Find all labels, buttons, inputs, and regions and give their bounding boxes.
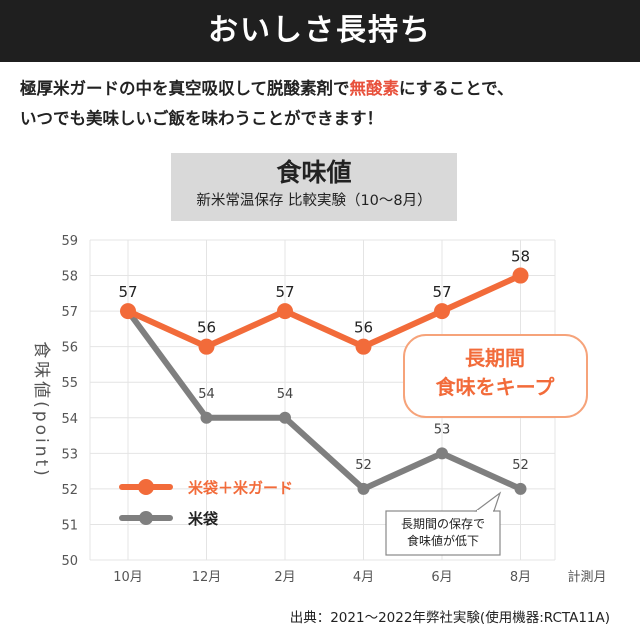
data-label: 57 [118,283,137,301]
source-note: 出典：2021～2022年弊社実験(使用機器:RCTA11A) [289,610,610,626]
y-tick-label: 57 [61,305,78,320]
data-point [120,303,136,320]
chart-title: 食味値 [276,158,352,187]
data-label: 54 [277,387,294,402]
data-label: 53 [434,422,451,437]
series-line [125,272,524,350]
banner-title: おいしさ長持ち [0,0,640,62]
data-point [355,338,372,355]
y-tick-label: 54 [61,412,78,427]
data-label: 54 [198,387,215,402]
annotation-note-box [385,510,501,556]
data-point [434,303,450,320]
series-line [125,308,524,492]
x-tick-label: 4月 [353,570,374,585]
data-point [279,411,291,424]
description-line-1: 極厚米ガードの中を真空吸収して脱酸素剤で無酸素にすることで、 [20,74,630,104]
description: 極厚米ガードの中を真空吸収して脱酸素剤で無酸素にすることで、 いつでも美味しいご… [20,74,630,134]
y-tick-label: 58 [61,270,78,285]
y-tick-label: 59 [61,234,78,249]
x-tick-label: 6月 [431,570,452,585]
x-tick-label: 2月 [274,570,295,585]
data-point [436,447,448,460]
x-tick-label: 10月 [113,570,143,585]
description-highlight: 無酸素 [349,79,400,98]
chart-title-box: 食味値 新米常温保存 比較実験（10～8月） [171,153,457,221]
data-label: 57 [275,283,294,301]
x-tick-label: 12月 [192,570,222,585]
data-point [198,338,215,355]
data-label: 58 [511,248,530,266]
data-label: 52 [512,458,529,473]
annotation-box [403,334,588,418]
legend-swatch-marker [139,511,153,525]
annotation-note-pointer [474,491,502,512]
data-point [512,267,529,284]
y-tick-label: 56 [61,341,78,356]
data-label: 57 [432,283,451,301]
description-line-1-pre: 極厚米ガードの中を真空吸収して脱酸素剤で [20,79,350,98]
legend-label: 米袋＋米ガード [188,479,293,497]
data-label: 52 [355,458,372,473]
data-point [200,411,213,424]
description-line-1-post: にすることで、 [399,79,514,98]
annotation-note-text: 長期間の保存で [401,517,485,531]
data-point [357,482,370,495]
data-point [514,482,527,495]
annotation-text: 食味をキープ [436,375,556,399]
y-tick-label: 55 [61,376,78,391]
data-label: 56 [197,319,216,337]
annotation-note-text: 食味値が低下 [407,533,479,548]
x-tick-label: 8月 [510,570,531,585]
y-axis-label: 食味値(point) [31,341,51,479]
y-tick-label: 51 [61,518,78,533]
legend-swatch-marker [138,479,154,495]
data-label: 56 [354,319,373,337]
description-line-2: いつでも美味しいご飯を味わうことができます！ [20,109,383,128]
data-point [277,303,293,320]
y-tick-label: 53 [61,447,78,462]
annotation-text: 長期間 [465,346,525,370]
y-tick-label: 52 [61,483,78,498]
x-axis-label: 計測月 [567,569,606,585]
chart-subtitle: 新米常温保存 比較実験（10～8月） [196,193,432,209]
legend-label: 米袋 [188,510,219,528]
y-tick-label: 50 [61,554,78,569]
